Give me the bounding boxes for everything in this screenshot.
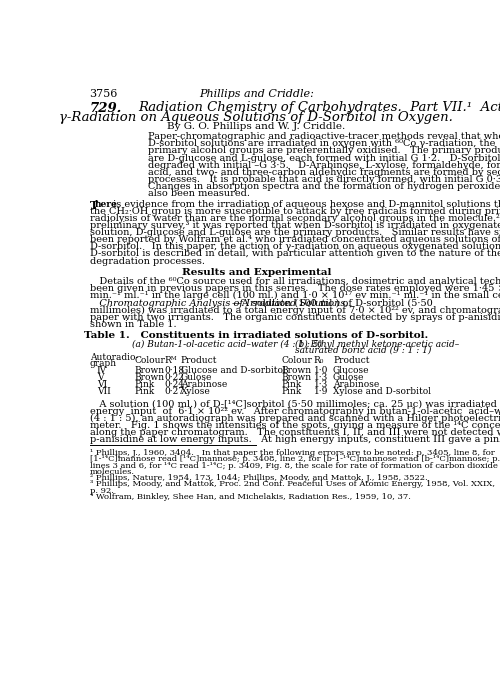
- Text: Pink: Pink: [282, 380, 302, 389]
- Text: 1·3: 1·3: [314, 373, 328, 382]
- Text: —A solution (100 ml.) of D-sorbitol (5·50: —A solution (100 ml.) of D-sorbitol (5·5…: [232, 299, 433, 308]
- Text: (4 : 1 : 5), an autoradiograph was prepared and scanned with a Hilger photoelect: (4 : 1 : 5), an autoradiograph was prepa…: [90, 414, 500, 423]
- Text: also been measured.: also been measured.: [148, 189, 250, 198]
- Text: Details of the ⁶⁰Co source used for all irradiations, dosimetric and analytical : Details of the ⁶⁰Co source used for all …: [90, 277, 500, 286]
- Text: molecules.: molecules.: [90, 468, 134, 476]
- Text: been reported by Wolfram et al.⁴ who irradiated concentrated aqueous solutions o: been reported by Wolfram et al.⁴ who irr…: [90, 236, 500, 244]
- Text: Colour: Colour: [134, 356, 165, 365]
- Text: 1·0: 1·0: [314, 367, 328, 375]
- Text: shown in Table 1.: shown in Table 1.: [90, 320, 176, 329]
- Text: Gulose: Gulose: [333, 373, 364, 382]
- Text: D-sorbitol is described in detail, with particular attention given to the nature: D-sorbitol is described in detail, with …: [90, 249, 500, 259]
- Text: meter.   Fig. 1 shows the intensities of the spots, giving a measure of the ¹⁴C : meter. Fig. 1 shows the intensities of t…: [90, 421, 500, 430]
- Text: Pink: Pink: [134, 387, 154, 396]
- Text: 0·18: 0·18: [164, 367, 184, 375]
- Text: radiolysis of water than are the normal secondary alcohol groups in the molecule: radiolysis of water than are the normal …: [90, 214, 500, 223]
- Text: Brown: Brown: [134, 373, 164, 382]
- Text: Autoradio-: Autoradio-: [90, 353, 138, 363]
- Text: Product: Product: [180, 356, 217, 365]
- Text: Phillips and Criddle:: Phillips and Criddle:: [199, 89, 314, 99]
- Text: Glucose: Glucose: [333, 367, 370, 375]
- Text: Pink: Pink: [282, 387, 302, 396]
- Text: 0·22: 0·22: [164, 373, 184, 382]
- Text: ¹ Phillips, J., 1960, 3404.   In that paper the following errors are to be noted: ¹ Phillips, J., 1960, 3404. In that pape…: [90, 449, 494, 457]
- Text: 0·27: 0·27: [164, 387, 184, 396]
- Text: VI: VI: [96, 380, 106, 389]
- Text: are D-glucose and L-gulose, each formed with initial G 1·2.   D-Sorbitol is: are D-glucose and L-gulose, each formed …: [148, 153, 500, 162]
- Text: Pink: Pink: [134, 380, 154, 389]
- Text: lines 3 and 6, for ¹⁴C read 1-¹⁴C; p. 3409, Fig. 8, the scale for rate of format: lines 3 and 6, for ¹⁴C read 1-¹⁴C; p. 34…: [90, 462, 500, 470]
- Text: Arabinose: Arabinose: [333, 380, 379, 389]
- Text: 3756: 3756: [90, 89, 118, 99]
- Text: Brown: Brown: [282, 373, 312, 382]
- Text: R₀: R₀: [314, 356, 324, 365]
- Text: degradation processes.: degradation processes.: [90, 257, 204, 265]
- Text: Changes in absorption spectra and the formation of hydrogen peroxide have: Changes in absorption spectra and the fo…: [148, 182, 500, 191]
- Text: Arabinose: Arabinose: [180, 380, 227, 389]
- Text: the CH₂·OH group is more susceptible to attack by free radicals formed during pr: the CH₂·OH group is more susceptible to …: [90, 207, 500, 216]
- Text: IV: IV: [96, 367, 106, 375]
- Text: processes.   It is probable that acid is directly formed, with initial G 0·3.: processes. It is probable that acid is d…: [148, 175, 500, 184]
- Text: p-anisidine at low energy inputs.   At high energy inputs, constituent III gave : p-anisidine at low energy inputs. At hig…: [90, 435, 500, 444]
- Text: D-sorbitol solutions are irradiated in oxygen with ⁶⁰Co γ-radiation, the: D-sorbitol solutions are irradiated in o…: [148, 139, 495, 149]
- Text: graph: graph: [90, 359, 117, 369]
- Text: min.⁻¹ ml.⁻¹ in the large cell (100 ml.) and 1·0 × 10¹⁷ ev min.⁻¹ ml.⁻¹ in the s: min.⁻¹ ml.⁻¹ in the large cell (100 ml.)…: [90, 291, 500, 300]
- Text: been given in previous papers in this series.   The dose rates employed were 1·4: been given in previous papers in this se…: [90, 284, 500, 293]
- Text: 729.: 729.: [90, 101, 122, 115]
- Text: ² Phillips, Nature, 1954, 173, 1044; Phillips, Moody, and Mattok, J., 1958, 3522: ² Phillips, Nature, 1954, 173, 1044; Phi…: [90, 474, 427, 482]
- Text: VII: VII: [96, 387, 110, 396]
- Text: Results and Experimental: Results and Experimental: [182, 268, 331, 277]
- Text: p. 92.: p. 92.: [90, 487, 114, 495]
- Text: Gulose: Gulose: [180, 373, 212, 382]
- Text: Glucose and D-sorbitol: Glucose and D-sorbitol: [180, 367, 286, 375]
- Text: Rᴹ: Rᴹ: [164, 356, 176, 365]
- Text: Paper-chromatographic and radioactive-tracer methods reveal that when: Paper-chromatographic and radioactive-tr…: [148, 132, 500, 141]
- Text: ⁴ Wolfram, Binkley, Shee Han, and Michelakis, Radiation Res., 1959, 10, 37.: ⁴ Wolfram, Binkley, Shee Han, and Michel…: [90, 493, 410, 501]
- Text: γ-Radiation on Aqueous Solutions of D-Sorbitol in Oxygen.: γ-Radiation on Aqueous Solutions of D-So…: [60, 111, 453, 124]
- Text: energy  input  of  6·1 × 10²² ev.   After chromatography in butan-1-ol-acetic  a: energy input of 6·1 × 10²² ev. After chr…: [90, 407, 500, 416]
- Text: primary alcohol groups are preferentially oxidised.   The primary products: primary alcohol groups are preferentiall…: [148, 147, 500, 155]
- Text: A solution (100 ml.) of D-[¹⁴C]sorbitol (5·50 millimoles; ca. 25 μc) was irradia: A solution (100 ml.) of D-[¹⁴C]sorbitol …: [90, 399, 500, 409]
- Text: [1-¹⁴C]mannose read [¹⁴C]mannose; p. 3408, line 2, for [b-1-¹⁴C]mannose read [b-: [1-¹⁴C]mannose read [¹⁴C]mannose; p. 340…: [90, 455, 500, 463]
- Text: ³ Phillips, Moody, and Mattok, Proc. 2nd Conf. Peaceful Uses of Atomic Energy, 1: ³ Phillips, Moody, and Mattok, Proc. 2nd…: [90, 481, 494, 488]
- Text: here: here: [94, 200, 117, 209]
- Text: Xylose and D-sorbitol: Xylose and D-sorbitol: [333, 387, 431, 396]
- Text: Colour: Colour: [282, 356, 312, 365]
- Text: (b) Ethyl methyl ketone-acetic acid–: (b) Ethyl methyl ketone-acetic acid–: [295, 340, 459, 348]
- Text: 1·3: 1·3: [314, 380, 328, 389]
- Text: Brown: Brown: [134, 367, 164, 375]
- Text: 0·24: 0·24: [164, 380, 184, 389]
- Text: Xylose: Xylose: [180, 387, 210, 396]
- Text: along the paper chromatogram.   The constituents I, II, and III were not detecte: along the paper chromatogram. The consti…: [90, 428, 500, 437]
- Text: Brown: Brown: [282, 367, 312, 375]
- Text: Product: Product: [333, 356, 370, 365]
- Text: millimoles) was irradiated to a total energy input of 7·0 × 10²² ev, and chromat: millimoles) was irradiated to a total en…: [90, 306, 500, 315]
- Text: D-sorbitol.   In this paper, the action of γ-radiation on aqueous oxygenated sol: D-sorbitol. In this paper, the action of…: [90, 242, 500, 251]
- Text: Radiation Chemistry of Carbohydrates.  Part VII.¹  Action of: Radiation Chemistry of Carbohydrates. Pa…: [138, 101, 500, 115]
- Text: acid, and two- and three-carbon aldehydic fragments are formed by secondary: acid, and two- and three-carbon aldehydi…: [148, 168, 500, 177]
- Text: By G. O. Phillips and W. J. Criddle.: By G. O. Phillips and W. J. Criddle.: [167, 122, 346, 131]
- Text: Table 1.   Constituents in irradiated solutions of D-sorbitol.: Table 1. Constituents in irradiated solu…: [84, 331, 428, 340]
- Text: T: T: [90, 200, 98, 211]
- Text: 1·9: 1·9: [314, 387, 328, 396]
- Text: preliminary survey,³ it was reported that when D-sorbitol is irradiated in oxyge: preliminary survey,³ it was reported tha…: [90, 221, 500, 230]
- Text: V: V: [96, 373, 103, 382]
- Text: Chromatographic Analysis of Irradiated Solutions.: Chromatographic Analysis of Irradiated S…: [90, 299, 348, 308]
- Text: is evidence from the irradiation of aqueous hexose and D-mannitol solutions that: is evidence from the irradiation of aque…: [110, 200, 500, 209]
- Text: (a) Butan-1-ol-acetic acid–water (4 : 1 : 5): (a) Butan-1-ol-acetic acid–water (4 : 1 …: [132, 340, 322, 348]
- Text: degraded with initial –G 3·5.   D-Arabinose, L-xylose, formaldehyde, formic: degraded with initial –G 3·5. D-Arabinos…: [148, 161, 500, 170]
- Text: solution, D-glucose and L-gulose are the primary products.   Similar results hav: solution, D-glucose and L-gulose are the…: [90, 228, 500, 237]
- Text: paper with two irrigants.   The organic constituents detected by sprays of p-ani: paper with two irrigants. The organic co…: [90, 313, 500, 322]
- Text: saturated boric acid (9 : 1 : 1): saturated boric acid (9 : 1 : 1): [295, 346, 432, 354]
